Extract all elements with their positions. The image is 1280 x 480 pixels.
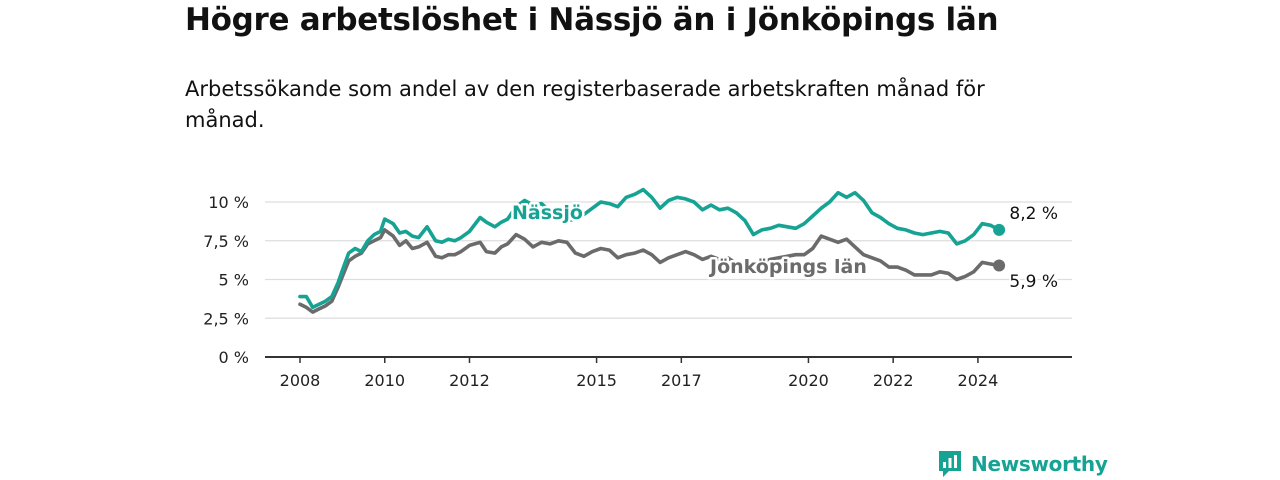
x-tick-label: 2015 [576, 371, 617, 390]
x-axis: 2008 2010 2012 2015 2017 2020 2022 2024 [265, 356, 1072, 390]
series-labels: Nässjö Jönköpings län 8,2 % 5,9 % [510, 200, 1061, 295]
y-tick-label: 10 % [208, 193, 249, 212]
y-tick-label: 0 % [219, 348, 249, 367]
series-lines [298, 187, 1006, 314]
series-line-jonkopings-lan [298, 228, 1001, 314]
x-tick-label: 2024 [958, 371, 999, 390]
end-value-label-jonkopings-lan: 5,9 % [1009, 272, 1058, 292]
x-tick-label: 2012 [449, 371, 490, 390]
chart-title: Högre arbetslöshet i Nässjö än i Jönköpi… [185, 2, 999, 38]
brand-name: Newsworthy [971, 452, 1108, 476]
x-tick-label: 2017 [661, 371, 702, 390]
y-axis-ticks: 0 % 2,5 % 5 % 7,5 % 10 % [203, 193, 249, 367]
chart-subtitle: Arbetssökande som andel av den registerb… [185, 77, 985, 132]
x-tick-label: 2022 [873, 371, 914, 390]
end-value-label-nassjo: 8,2 % [1009, 204, 1058, 224]
bar-chart-icon [939, 451, 961, 477]
series-name-jonkopings-lan: Jönköpings län [708, 256, 867, 278]
newsworthy-logo: Newsworthy [937, 449, 1108, 479]
y-tick-label: 2,5 % [203, 309, 249, 328]
y-tick-label: 7,5 % [203, 232, 249, 251]
x-tick-label: 2008 [280, 371, 321, 390]
end-point-jonkopings-lan [993, 259, 1006, 272]
end-point-nassjo [993, 223, 1006, 236]
x-tick-label: 2010 [364, 371, 405, 390]
y-tick-label: 5 % [219, 271, 249, 290]
x-tick-label: 2020 [788, 371, 829, 390]
series-line-nassjo [298, 187, 1001, 310]
series-name-nassjo: Nässjö [512, 202, 583, 224]
